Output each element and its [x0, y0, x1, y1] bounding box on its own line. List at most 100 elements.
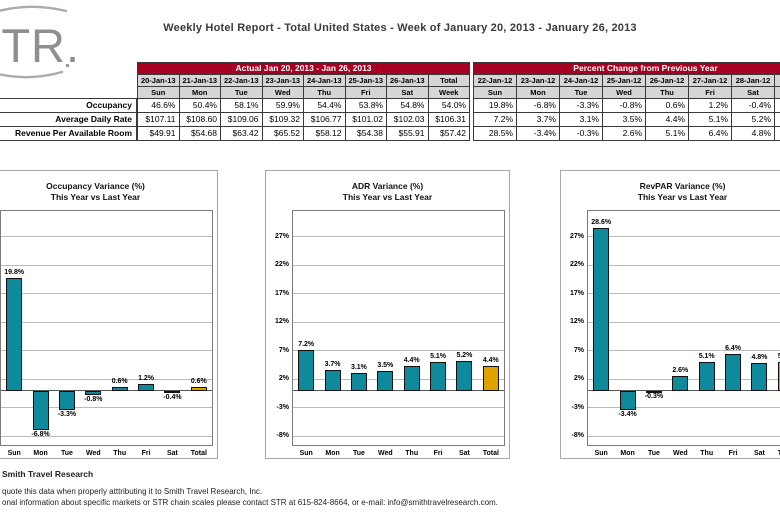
x-axis-tick-label: Total	[777, 450, 780, 457]
value-cell: $107.11	[138, 113, 179, 126]
value-cell: -0.3%	[560, 127, 602, 140]
bar-value-label: 5.1%	[430, 352, 447, 360]
value-cell: -6.8%	[517, 99, 559, 112]
value-cell	[775, 127, 780, 140]
x-axis-tick-label: Sat	[753, 450, 765, 457]
bar-fri	[430, 361, 447, 391]
day-header-cell: Tue	[560, 87, 602, 98]
day-header-cell: Mon	[517, 87, 559, 98]
bar-value-label: 19.8%	[4, 268, 25, 276]
y-axis-tick-label: 7%	[278, 346, 289, 354]
bar-value-label: -0.8%	[84, 396, 103, 404]
value-cell: $49.91	[138, 127, 179, 140]
plot-area: 27% 22% 17% 12% 7% 2% -3% -8% 28.6% Sun -3.4% Mon -0…	[570, 210, 780, 457]
value-cell: 4.8%	[732, 127, 774, 140]
y-axis-tick-label: 22%	[274, 261, 289, 269]
zero-axis-line	[293, 390, 504, 392]
servicemark-dot	[66, 64, 69, 67]
date-header-cell: 26-Jan-13	[387, 75, 428, 86]
chart-title-line1: RevPAR Variance (%)	[639, 181, 726, 191]
date-header-cell	[775, 75, 780, 86]
bar-thu	[111, 387, 128, 391]
x-axis-tick-label: Wed	[85, 450, 101, 457]
y-axis-tick-label: -3%	[571, 403, 584, 411]
bar-wed	[377, 370, 394, 391]
value-cell: 59.9%	[262, 99, 303, 112]
gridline	[588, 321, 780, 323]
value-cell: 6.4%	[689, 127, 731, 140]
bar-value-label: 3.1%	[350, 364, 367, 372]
gridline	[293, 378, 504, 380]
date-header-cell: 23-Jan-12	[517, 75, 559, 86]
chart-title: ADR Variance (%) This Year vs Last Year	[266, 181, 509, 202]
value-cell: $101.02	[345, 113, 386, 126]
value-cell: -3.4%	[517, 127, 559, 140]
y-axis-tick-label: -8%	[276, 432, 289, 440]
value-cell: $54.38	[345, 127, 386, 140]
bar-wed	[85, 390, 102, 396]
value-cell: $108.60	[179, 113, 220, 126]
day-header-cell: Wed	[262, 87, 303, 98]
y-axis-tick-label: -8%	[571, 432, 584, 440]
value-cell: $63.42	[221, 127, 262, 140]
chart-title-line2: This Year vs Last Year	[50, 191, 141, 202]
x-axis-tick-label: Fri	[433, 450, 443, 457]
y-axis-tick-label: 7%	[573, 346, 584, 354]
actual-grid: 20-Jan-13 21-Jan-13 22-Jan-13 23-Jan-13 24-J…	[138, 75, 469, 140]
str-logo-swoosh: STR.	[0, 5, 80, 79]
occupancy-variance-chart: Occupancy Variance (%) This Year vs Last…	[0, 170, 218, 459]
value-cell: 46.6%	[138, 99, 179, 112]
y-axis-tick-label: -3%	[276, 403, 289, 411]
bar-value-label: 0.6%	[111, 378, 128, 386]
bar-value-label: 28.6%	[591, 218, 612, 226]
date-header-cell: 24-Jan-12	[560, 75, 602, 86]
footer-company: Smith Travel Research	[2, 469, 94, 479]
bar-fri	[725, 354, 742, 391]
value-cell: $57.42	[428, 127, 469, 140]
gridline	[588, 407, 780, 409]
value-cell: 3.1%	[560, 113, 602, 126]
chart-title: Occupancy Variance (%) This Year vs Last…	[0, 181, 217, 202]
bar-thu	[698, 361, 715, 391]
bar-total	[190, 387, 207, 391]
str-logo-text: STR.	[0, 19, 80, 72]
bar-sun	[298, 349, 315, 391]
day-header-cell: Fri	[689, 87, 731, 98]
day-header-cell: Sat	[732, 87, 774, 98]
date-header-cell: 26-Jan-12	[646, 75, 688, 86]
row-label-revpar: Revenue Per Available Room	[0, 127, 136, 140]
bar-value-label: -6.8%	[31, 430, 50, 438]
value-cell: $55.91	[387, 127, 428, 140]
chart-title-line2: This Year vs Last Year	[637, 191, 728, 202]
revpar-variance-chart: RevPAR Variance (%) This Year vs Last Ye…	[560, 170, 780, 459]
value-cell: 19.8%	[474, 99, 516, 112]
value-cell: 5.1%	[646, 127, 688, 140]
bar-value-label: 5.0%	[777, 353, 780, 361]
value-cell: 2.6%	[603, 127, 645, 140]
value-cell: $106.31	[428, 113, 469, 126]
gridline	[1, 378, 212, 380]
bar-value-label: 4.8%	[751, 354, 768, 362]
bar-sun	[593, 227, 610, 391]
bar-sat	[751, 363, 768, 391]
x-axis-tick-label: Mon	[620, 450, 635, 457]
row-label-adr: Average Daily Rate	[0, 113, 136, 126]
bar-sat	[164, 390, 181, 394]
value-cell: -3.3%	[560, 99, 602, 112]
bar-fri	[138, 383, 155, 391]
x-axis-tick-label: Thu	[113, 450, 127, 457]
y-axis-tick-label: 12%	[274, 318, 289, 326]
x-axis-tick-label: Mon	[325, 450, 340, 457]
bar-tue	[645, 390, 662, 393]
y-axis-tick-label: 17%	[274, 289, 289, 297]
x-axis-tick-label: Tue	[647, 450, 660, 457]
bar-mon	[619, 390, 636, 411]
gridline	[293, 350, 504, 352]
bar-value-label: 4.4%	[482, 356, 499, 364]
gridline	[1, 321, 212, 323]
value-cell	[775, 99, 780, 112]
page-title: Weekly Hotel Report - Total United State…	[163, 22, 637, 34]
day-header-cell: Mon	[179, 87, 220, 98]
pct-change-grid: 22-Jan-12 23-Jan-12 24-Jan-12 25-Jan-12 26-J…	[474, 75, 780, 140]
date-header-cell: Total	[428, 75, 469, 86]
